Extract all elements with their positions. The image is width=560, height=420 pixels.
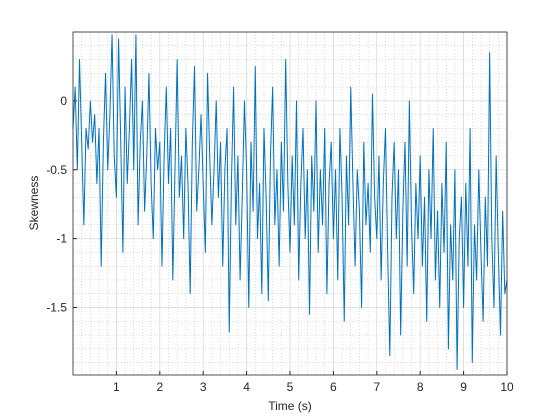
x-tick-label: 5 xyxy=(287,380,294,394)
x-tick-label: 7 xyxy=(373,380,380,394)
y-axis-label: Skewness xyxy=(27,176,41,231)
x-tick-label: 6 xyxy=(330,380,337,394)
x-tick-label: 8 xyxy=(417,380,424,394)
y-tick-label: -1.5 xyxy=(46,301,67,315)
y-tick-label: -0.5 xyxy=(46,163,67,177)
x-tick-label: 1 xyxy=(113,380,120,394)
x-tick-label: 4 xyxy=(243,380,250,394)
x-tick-label: 10 xyxy=(500,380,514,394)
x-tick-label: 3 xyxy=(200,380,207,394)
x-tick-label: 9 xyxy=(460,380,467,394)
y-tick-label: 0 xyxy=(60,94,67,108)
x-axis-label: Time (s) xyxy=(268,399,312,413)
x-tick-label: 2 xyxy=(156,380,163,394)
y-tick-label: -1 xyxy=(56,232,67,246)
axes-box xyxy=(72,31,508,376)
data-line xyxy=(72,34,508,370)
